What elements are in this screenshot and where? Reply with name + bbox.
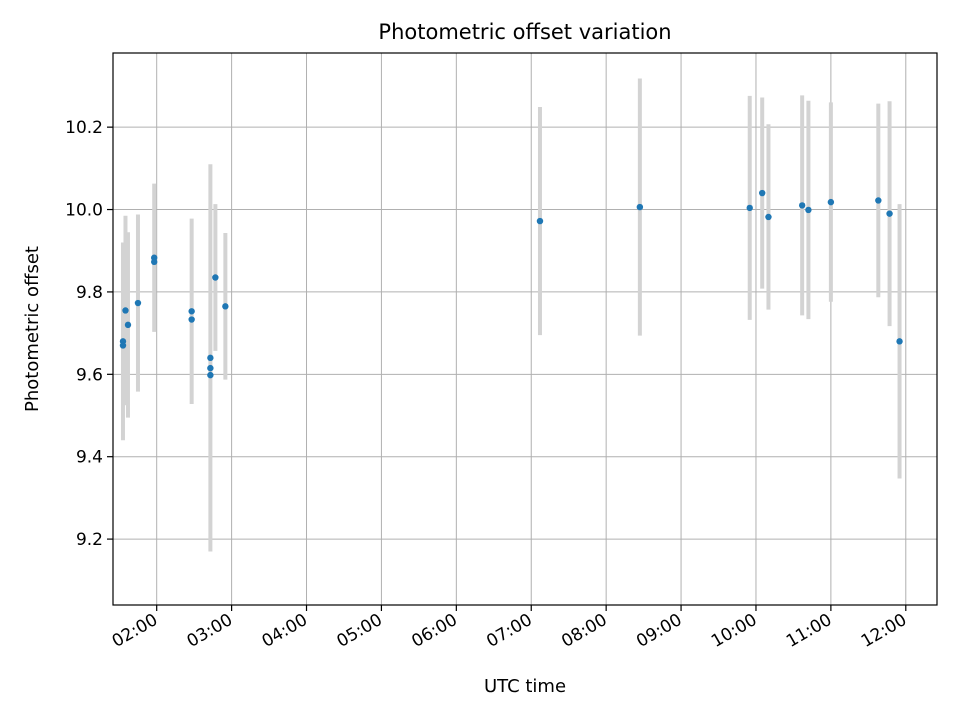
data-points xyxy=(119,189,903,379)
data-point xyxy=(207,364,214,372)
data-point xyxy=(875,197,882,204)
data-point xyxy=(805,206,812,214)
y-axis: 9.2 9.4 9.6 9.8 10.0 10.2 xyxy=(65,118,113,550)
data-point xyxy=(207,371,214,379)
data-point xyxy=(886,210,893,217)
y-tick-label: 10.0 xyxy=(65,201,103,221)
x-axis: 02:00 03:00 04:00 05:00 06:00 07:00 08:00 09:00… xyxy=(109,605,910,652)
data-point xyxy=(636,203,644,211)
data-point xyxy=(536,217,544,225)
data-point xyxy=(212,274,219,281)
y-tick-label: 9.6 xyxy=(76,365,103,385)
data-point xyxy=(119,342,127,349)
grid xyxy=(113,53,937,605)
data-point xyxy=(122,307,129,314)
y-tick-label: 9.2 xyxy=(76,530,103,550)
data-point xyxy=(207,354,214,362)
data-point xyxy=(151,258,158,266)
data-point xyxy=(765,213,772,221)
data-point xyxy=(188,316,195,323)
y-tick-label: 9.4 xyxy=(76,448,103,468)
y-axis-label: Photometric offset xyxy=(22,246,43,412)
plot-area xyxy=(112,52,938,606)
y-tick-label: 10.2 xyxy=(65,118,103,138)
data-point xyxy=(746,204,753,212)
data-point xyxy=(222,303,229,310)
data-point xyxy=(134,299,142,307)
data-point xyxy=(124,321,132,329)
data-point xyxy=(896,338,903,345)
x-axis-label: UTC time xyxy=(484,676,566,697)
data-point xyxy=(798,202,806,209)
data-point xyxy=(827,198,835,206)
axes-frame xyxy=(112,52,938,606)
data-point xyxy=(759,189,766,197)
y-tick-label: 9.8 xyxy=(76,283,103,303)
data-point xyxy=(188,308,195,315)
chart-title: Photometric offset variation xyxy=(378,20,671,44)
